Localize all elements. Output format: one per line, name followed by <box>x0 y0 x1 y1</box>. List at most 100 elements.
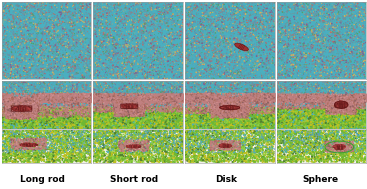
Point <box>350 41 356 44</box>
Point <box>119 18 125 21</box>
Point <box>130 46 136 49</box>
Point <box>54 123 60 126</box>
Point <box>53 113 59 116</box>
Point <box>304 96 310 99</box>
Point <box>211 147 217 150</box>
Point <box>171 96 177 99</box>
Point <box>42 22 48 25</box>
Point <box>138 101 144 104</box>
Point <box>189 54 195 57</box>
Point <box>75 129 81 132</box>
Point <box>202 53 208 56</box>
Point <box>260 140 266 143</box>
Point <box>94 8 100 11</box>
Point <box>214 161 220 164</box>
Point <box>335 104 341 107</box>
Point <box>148 5 153 8</box>
Point <box>66 93 72 96</box>
Point <box>70 12 76 15</box>
Point <box>296 92 302 95</box>
Point <box>174 122 180 125</box>
Point <box>221 108 226 111</box>
Point <box>362 101 367 105</box>
Point <box>132 144 138 147</box>
Point <box>172 147 178 150</box>
Point <box>336 97 342 100</box>
Point <box>268 129 273 132</box>
Point <box>238 70 244 74</box>
Point <box>116 27 122 30</box>
Point <box>345 146 350 149</box>
Point <box>277 22 283 26</box>
Point <box>73 144 79 147</box>
Point <box>82 5 88 8</box>
Point <box>82 95 88 98</box>
Point <box>246 118 251 121</box>
Point <box>264 139 270 142</box>
Point <box>44 147 50 150</box>
Point <box>56 34 62 37</box>
Point <box>99 52 105 55</box>
Point <box>27 43 33 46</box>
Point <box>244 26 250 29</box>
Point <box>214 106 219 109</box>
Point <box>363 50 367 53</box>
Point <box>57 99 63 102</box>
Point <box>326 25 332 28</box>
Point <box>150 47 156 50</box>
Point <box>113 21 119 24</box>
Point <box>204 20 210 23</box>
Point <box>121 57 127 60</box>
Point <box>67 28 73 31</box>
Point <box>282 67 288 70</box>
Point <box>192 7 197 10</box>
Point <box>120 43 126 46</box>
Point <box>338 92 344 95</box>
Point <box>165 57 171 60</box>
Point <box>322 99 328 102</box>
Point <box>127 74 133 77</box>
Point <box>212 155 218 158</box>
Point <box>341 48 347 51</box>
Point <box>8 138 14 141</box>
Point <box>7 73 13 76</box>
Point <box>243 93 249 96</box>
Point <box>176 104 182 107</box>
Point <box>189 107 195 110</box>
Point <box>170 132 176 135</box>
Point <box>268 100 273 103</box>
Point <box>298 125 304 128</box>
Point <box>266 120 272 123</box>
Point <box>171 100 177 103</box>
Point <box>95 50 101 53</box>
Point <box>153 28 159 31</box>
Point <box>237 10 243 13</box>
Point <box>363 12 367 15</box>
Point <box>350 125 356 128</box>
Point <box>195 132 201 135</box>
Point <box>220 92 226 95</box>
Point <box>152 28 158 31</box>
Point <box>282 48 288 51</box>
Point <box>39 7 45 10</box>
Point <box>298 53 304 57</box>
Point <box>160 139 166 142</box>
Point <box>157 10 163 13</box>
Point <box>243 6 249 9</box>
Point <box>80 91 86 94</box>
Point <box>348 103 353 106</box>
Point <box>97 95 102 98</box>
Point <box>113 16 119 19</box>
Point <box>105 150 111 153</box>
Point <box>344 119 350 122</box>
Point <box>286 11 292 14</box>
Point <box>363 70 367 73</box>
Point <box>136 146 142 149</box>
Point <box>62 96 68 99</box>
Point <box>40 116 46 119</box>
Point <box>0 15 6 18</box>
Point <box>243 2 249 5</box>
Point <box>306 9 312 12</box>
Point <box>253 135 259 138</box>
Point <box>288 27 294 30</box>
